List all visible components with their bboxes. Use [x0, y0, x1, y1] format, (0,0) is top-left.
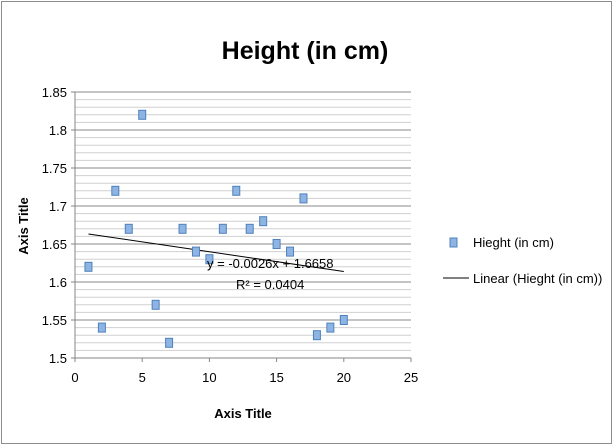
y-tick-label: 1.55	[42, 313, 67, 328]
data-point	[97, 322, 106, 333]
data-point	[245, 223, 254, 234]
tick-labels: 1.5 1.55 1.6 1.65 1.7 1.75 1.8 1.85 0 5 10 15 20 25	[42, 85, 419, 385]
data-point	[191, 246, 200, 257]
trendline-equation: y = -0.0026x + 1.6658	[207, 256, 333, 271]
x-tick-label: 20	[337, 370, 351, 385]
x-tick-label: 15	[269, 370, 283, 385]
data-point	[165, 337, 174, 348]
y-tick-label: 1.65	[42, 237, 67, 252]
data-point	[339, 315, 348, 325]
scatter-chart: 1.5 1.55 1.6 1.65 1.7 1.75 1.8 1.85 0 5 10 15 20 25 H…	[16, 37, 602, 421]
chart-title: Height (in cm)	[222, 37, 389, 65]
data-point	[272, 239, 281, 249]
y-tick-label: 1.5	[49, 351, 67, 366]
x-axis-title: Axis Title	[214, 406, 272, 421]
legend-label-series: Hieght (in cm)	[473, 235, 554, 250]
y-tick-label: 1.7	[49, 199, 67, 214]
y-tick-label: 1.85	[42, 85, 67, 100]
x-tick-label: 0	[71, 370, 78, 385]
y-tick-label: 1.75	[42, 161, 67, 176]
data-point	[205, 254, 214, 265]
data-point	[259, 216, 268, 227]
data-point	[286, 246, 295, 257]
data-point	[178, 223, 187, 234]
data-point	[312, 330, 321, 341]
data-point	[326, 322, 335, 333]
data-point	[138, 109, 147, 120]
trendline-r-squared: R² = 0.0404	[236, 277, 304, 292]
data-point	[111, 185, 120, 196]
data-point	[232, 185, 241, 196]
x-tick-label: 10	[202, 370, 216, 385]
data-points	[84, 109, 348, 348]
y-axis-title: Axis Title	[16, 197, 31, 255]
data-point	[84, 261, 93, 272]
x-tick-label: 5	[139, 370, 146, 385]
data-point	[151, 299, 160, 310]
y-tick-label: 1.6	[49, 275, 67, 290]
trendline-group	[88, 233, 344, 273]
x-tick-label: 25	[404, 370, 418, 385]
data-point	[299, 193, 308, 204]
data-point	[218, 223, 227, 234]
y-tick-label: 1.8	[49, 123, 67, 138]
legend-label-trendline: Linear (Hieght (in cm))	[473, 271, 602, 286]
legend-marker-series	[449, 237, 458, 248]
trendline	[88, 233, 344, 273]
data-point	[124, 223, 133, 234]
axes	[74, 92, 411, 359]
legend: Hieght (in cm) Linear (Hieght (in cm))	[443, 235, 602, 286]
